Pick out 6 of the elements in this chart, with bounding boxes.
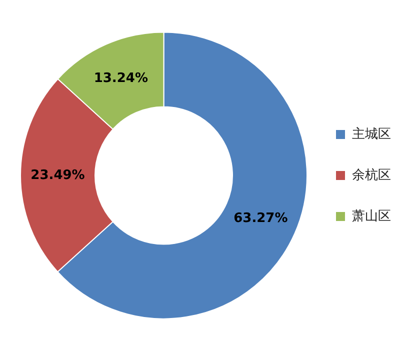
legend-label: 萧山区 <box>352 208 391 224</box>
data-label: 13.24% <box>94 70 148 86</box>
legend-label: 余杭区 <box>352 168 391 183</box>
legend-label: 主城区 <box>352 126 391 142</box>
data-label: 23.49% <box>30 168 85 183</box>
data-label: 63.27% <box>234 210 288 226</box>
